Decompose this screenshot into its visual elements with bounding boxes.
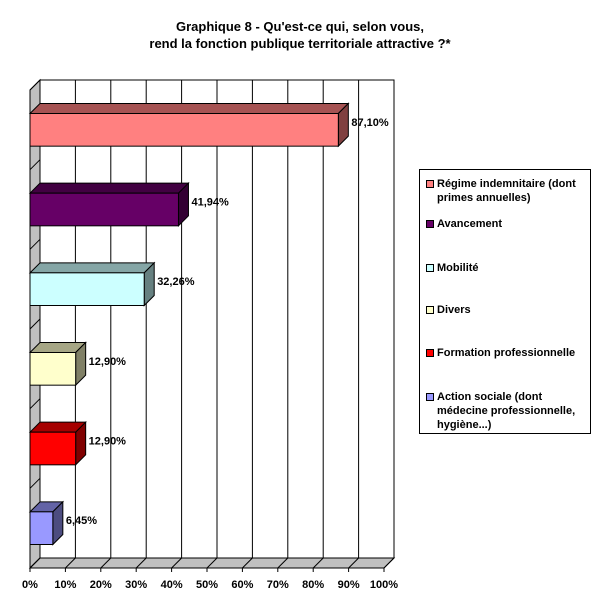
gridline-depth	[242, 557, 253, 569]
data-label: 41,94%	[191, 197, 229, 209]
gridline-depth	[65, 557, 76, 569]
legend-item: Action sociale (dont médecine profession…	[426, 390, 588, 432]
x-tick-label: 0%	[22, 579, 38, 591]
legend-label: Régime indemnitaire (dont primes annuell…	[437, 178, 576, 204]
bar	[29, 511, 54, 545]
x-tick-label: 40%	[161, 579, 183, 591]
x-tick-label: 100%	[370, 579, 398, 591]
category-separator	[29, 159, 41, 171]
x-tick-label: 70%	[267, 579, 289, 591]
legend-swatch	[426, 180, 434, 188]
category-separator	[29, 318, 41, 330]
gridline-depth	[206, 557, 218, 569]
category-separator	[29, 79, 41, 91]
gridline-depth	[135, 557, 147, 569]
x-tick-label: 60%	[231, 579, 253, 591]
data-label: 87,10%	[351, 117, 389, 129]
category-separator	[29, 477, 41, 489]
data-label: 32,26%	[157, 276, 195, 288]
gridline-depth	[383, 557, 395, 569]
legend-item: Régime indemnitaire (dont primes annuell…	[426, 177, 588, 205]
gridline-depth	[277, 557, 289, 569]
x-tick-label: 90%	[338, 579, 360, 591]
legend-item: Formation professionnelle	[426, 346, 588, 360]
legend-swatch	[426, 349, 434, 357]
gridline-depth	[100, 557, 112, 569]
x-tick-label: 30%	[125, 579, 147, 591]
chart-title-line-1: Graphique 8 - Qu'est-ce qui, selon vous,	[176, 19, 424, 34]
legend-item: Divers	[426, 303, 588, 317]
gridline-depth	[171, 557, 182, 569]
chart-legend: Régime indemnitaire (dont primes annuell…	[419, 169, 591, 434]
legend-label: Avancement	[437, 218, 503, 230]
legend-swatch	[426, 306, 434, 314]
legend-label: Action sociale (dont médecine profession…	[437, 391, 576, 431]
chart-title: Graphique 8 - Qu'est-ce qui, selon vous,…	[0, 18, 600, 52]
category-separator	[29, 398, 41, 410]
chart-title-line-2: rend la fonction publique territoriale a…	[149, 36, 451, 51]
data-label: 12,90%	[89, 436, 127, 448]
bar	[29, 352, 77, 386]
bar	[29, 113, 339, 147]
x-tick-label: 10%	[54, 579, 76, 591]
bar	[29, 431, 77, 466]
category-separator	[29, 557, 41, 569]
legend-swatch	[426, 393, 434, 401]
legend-label: Formation professionnelle	[437, 347, 576, 359]
legend-label: Divers	[437, 304, 471, 316]
legend-swatch	[426, 264, 434, 272]
gridline-depth	[348, 557, 359, 569]
bar-top-face	[28, 262, 156, 274]
bar-top-face	[28, 182, 190, 194]
gridline-depth	[312, 557, 324, 569]
bar	[29, 192, 179, 227]
data-label: 6,45%	[66, 515, 97, 527]
category-separator	[29, 238, 41, 250]
bar	[29, 272, 145, 306]
legend-item: Mobilité	[426, 261, 588, 275]
x-tick-label: 80%	[302, 579, 324, 591]
bar-top-face	[28, 103, 350, 115]
data-label: 12,90%	[89, 356, 127, 368]
legend-item: Avancement	[426, 217, 588, 231]
legend-label: Mobilité	[437, 262, 479, 274]
x-tick-label: 20%	[90, 579, 112, 591]
x-tick-label: 50%	[196, 579, 218, 591]
legend-swatch	[426, 220, 434, 228]
